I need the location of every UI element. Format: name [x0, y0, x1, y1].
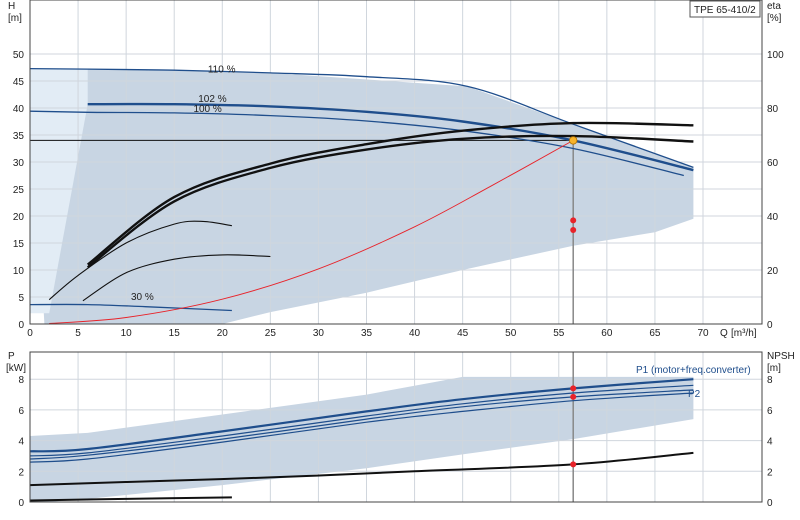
- x-tick-label: 25: [265, 328, 277, 339]
- efficiency-curve: [48, 220, 232, 301]
- head-curve-30: [29, 303, 232, 312]
- x-tick-label: 60: [601, 328, 613, 339]
- p-tick-label: 6: [18, 406, 24, 417]
- y2-axis-label-npsh: NPSH: [767, 351, 795, 362]
- y-tick-label: 10: [13, 266, 25, 277]
- x-tick-label: 50: [505, 328, 517, 339]
- x-tick-label: 35: [361, 328, 373, 339]
- y-tick-label: 45: [13, 77, 25, 88]
- low-flow-area: [30, 68, 88, 314]
- p-tick-label: 0: [18, 498, 24, 509]
- curve-label: 102 %: [198, 94, 226, 105]
- y2-tick-label: 0: [767, 320, 773, 331]
- efficiency-curve: [82, 254, 271, 302]
- duty-point-marker: [570, 217, 577, 224]
- head-curve-100: [29, 110, 684, 177]
- power-curve: [29, 392, 694, 463]
- x-tick-label: 20: [217, 328, 229, 339]
- y-axis-label-P: P: [8, 351, 15, 362]
- y2-tick-label: 80: [767, 104, 779, 115]
- curve-label: 30 %: [131, 292, 154, 303]
- p-tick-label: 8: [18, 375, 24, 386]
- x-axis-label-Q: Q: [720, 328, 728, 339]
- y-tick-label: 50: [13, 50, 25, 61]
- power-range-area: [30, 376, 694, 502]
- npsh-curve: [29, 451, 694, 487]
- y-tick-label: 40: [13, 104, 25, 115]
- model-badge: [689, 0, 761, 18]
- y2-tick-label: 40: [767, 212, 779, 223]
- x-tick-label: 15: [169, 328, 181, 339]
- p-tick-label: 4: [18, 437, 24, 448]
- efficiency-curve: [86, 121, 694, 266]
- y-tick-label: 0: [18, 320, 24, 331]
- npsh-tick-label: 4: [767, 437, 773, 448]
- npsh-curve: [29, 496, 232, 502]
- plot-border: [29, 351, 763, 503]
- y2-axis-unit-npsh: [m]: [767, 363, 781, 374]
- model-label: TPE 65-410/2: [694, 5, 756, 16]
- y-tick-label: 20: [13, 212, 25, 223]
- power-npsh-panel: 0 2 4 6 8 0 2 4 6 8 P1 (motor+freq.converter) P2: [18, 351, 773, 509]
- y-tick-label: 15: [13, 239, 25, 250]
- x-tick-label: 30: [313, 328, 325, 339]
- duty-point-marker: [570, 227, 577, 234]
- power-marker: [570, 461, 577, 468]
- y2-tick-label: 100: [767, 50, 784, 61]
- npsh-tick-label: 0: [767, 498, 773, 509]
- x-tick-label: 40: [409, 328, 421, 339]
- power-marker: [570, 393, 577, 400]
- y-tick-label: 30: [13, 158, 25, 169]
- efficiency-curve: [86, 134, 694, 269]
- y2-tick-label: 60: [767, 158, 779, 169]
- x-tick-label: 70: [697, 328, 709, 339]
- plot-border: [29, 0, 763, 325]
- x-tick-label: 0: [27, 328, 33, 339]
- y2-tick-label: 20: [767, 266, 779, 277]
- x-tick-label: 45: [457, 328, 469, 339]
- p1-label: P1 (motor+freq.converter): [636, 365, 751, 376]
- x-tick-label: 10: [121, 328, 133, 339]
- duty-point-marker: [569, 136, 578, 145]
- system-curve: [49, 140, 574, 324]
- y-tick-label: 25: [13, 185, 25, 196]
- y2-axis-label-eta: eta: [767, 1, 781, 12]
- y2-axis-unit-eta: [%]: [767, 13, 782, 24]
- p2-label: P2: [688, 389, 701, 400]
- npsh-tick-label: 6: [767, 406, 773, 417]
- curve-label: 110 %: [208, 64, 236, 75]
- y-tick-label: 35: [13, 131, 25, 142]
- x-tick-label: 55: [553, 328, 565, 339]
- power-curve: [29, 384, 694, 457]
- y-axis-unit-P: [kW]: [6, 363, 26, 374]
- npsh-tick-label: 2: [767, 467, 773, 478]
- y-axis-label-H: H: [8, 1, 15, 12]
- curve-label: 100 %: [193, 104, 221, 115]
- power-marker: [570, 385, 577, 392]
- npsh-tick-label: 8: [767, 375, 773, 386]
- x-axis-unit-Q: [m³/h]: [731, 328, 757, 339]
- head-curve-102: [87, 102, 694, 172]
- y-tick-label: 5: [18, 293, 24, 304]
- p-tick-label: 2: [18, 467, 24, 478]
- x-tick-label: 5: [75, 328, 81, 339]
- x-tick-label: 65: [649, 328, 661, 339]
- head-efficiency-panel: 0 5 10 15 20 25 30 35 40 45 50 55 60 65 70 0 5 10 15 20 25 30…: [13, 0, 784, 339]
- y-axis-unit-H: [m]: [8, 13, 22, 24]
